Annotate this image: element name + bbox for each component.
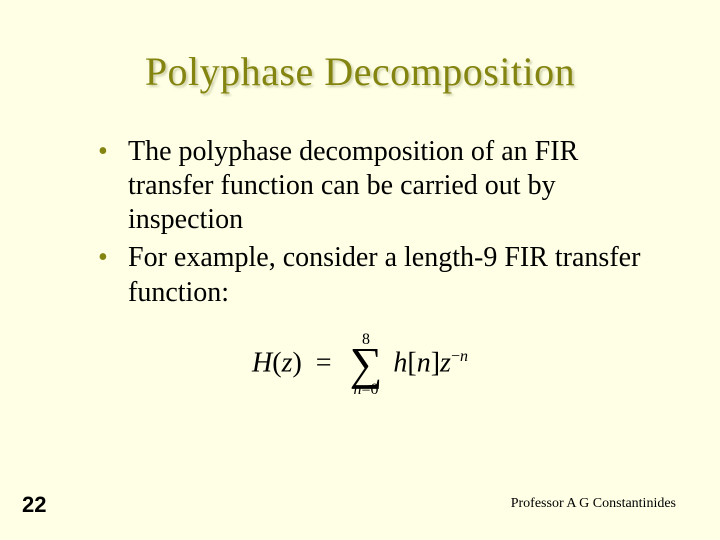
eq-term-arg: n: [417, 347, 431, 378]
page-number: 22: [22, 492, 46, 518]
summation: 8 ∑ n=0: [350, 332, 383, 398]
bullet-item: For example, consider a length-9 FIR tra…: [104, 241, 646, 309]
eq-lhs-arg: z: [282, 347, 293, 378]
footer-author: Professor A G Constantinides: [511, 496, 676, 512]
eq-base: z: [440, 347, 451, 378]
eq-lhs-func: H: [252, 347, 272, 378]
bullet-list: The polyphase decomposition of an FIR tr…: [64, 135, 656, 310]
equation-container: H(z) = 8 ∑ n=0 h[n]z−n: [64, 332, 656, 398]
eq-term-func: h: [393, 347, 407, 378]
sigma-symbol: ∑: [350, 346, 383, 383]
bullet-item: The polyphase decomposition of an FIR tr…: [104, 135, 646, 237]
equation: H(z) = 8 ∑ n=0 h[n]z−n: [252, 332, 468, 398]
slide-title: Polyphase Decomposition: [64, 48, 656, 95]
slide: Polyphase Decomposition The polyphase de…: [0, 0, 720, 540]
sum-lower: n=0: [353, 381, 378, 398]
eq-exponent-var: n: [460, 348, 468, 365]
